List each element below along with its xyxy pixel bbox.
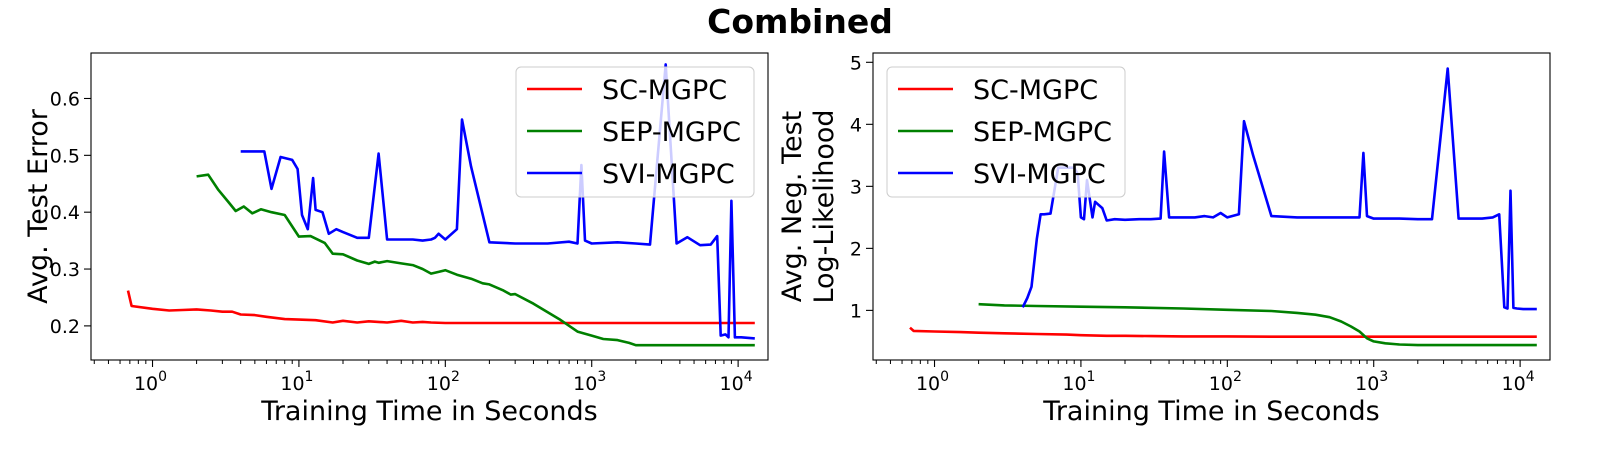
series-line-svi-mgpc — [240, 63, 755, 340]
x-tick-label: 103 — [1355, 369, 1388, 395]
test-error-chart: 100 101 102 103 104 0.2 0.3 0.4 0.5 0.6 Training T… — [23, 52, 769, 427]
x-tick-label: 101 — [1062, 369, 1095, 395]
legend-box — [886, 66, 1126, 198]
legend-box — [515, 66, 755, 198]
x-tick-label: 100 — [134, 369, 167, 395]
x-tick-label: 103 — [573, 369, 606, 395]
series-line-sep-mgpc — [978, 302, 1537, 347]
y-tick-label: 1 — [850, 300, 862, 322]
x-tick-label: 101 — [280, 369, 313, 395]
plot-frame — [872, 52, 1551, 361]
x-tick-label: 104 — [1502, 369, 1535, 395]
x-tick-label: 102 — [1209, 369, 1242, 395]
legend-label-sep-mgpc: SEP-MGPC — [973, 117, 1112, 148]
x-axis-label: Training Time in Seconds — [260, 396, 597, 427]
legend: SC-MGPC SEP-MGPC SVI-MGPC — [886, 66, 1126, 198]
legend-label-svi-mgpc: SVI-MGPC — [602, 159, 735, 190]
y-tick-label: 0.6 — [50, 88, 80, 110]
y-tick-label: 0.2 — [50, 316, 80, 338]
legend-label-sc-mgpc: SC-MGPC — [973, 75, 1098, 106]
y-axis-label: Avg. Test Error — [23, 108, 54, 304]
y-axis-label: Avg. Neg. TestLog-Likelihood — [777, 109, 840, 303]
y-tick-label: 2 — [850, 238, 862, 260]
legend-label-sc-mgpc: SC-MGPC — [602, 75, 727, 106]
y-tick-label: 0.3 — [50, 259, 80, 281]
x-tick-label: 100 — [916, 369, 949, 395]
series-line-sc-mgpc — [909, 326, 1537, 339]
x-tick-label: 104 — [720, 369, 753, 395]
legend-label-svi-mgpc: SVI-MGPC — [973, 159, 1106, 190]
y-tick-label: 4 — [850, 114, 862, 136]
y-tick-label: 0.5 — [50, 145, 80, 167]
series-line-sc-mgpc — [126, 290, 755, 325]
neg-log-likelihood-chart: 100 101 102 103 104 1 2 3 4 5 Training Time in Sec… — [777, 52, 1551, 427]
legend: SC-MGPC SEP-MGPC SVI-MGPC — [515, 66, 755, 198]
figure-title: Combined — [707, 2, 893, 41]
y-tick-label: 3 — [850, 176, 862, 198]
y-tick-label: 0.4 — [50, 202, 80, 224]
plot-frame — [90, 52, 769, 361]
x-tick-label: 102 — [427, 369, 460, 395]
legend-label-sep-mgpc: SEP-MGPC — [602, 117, 741, 148]
y-tick-label: 5 — [850, 52, 862, 74]
x-axis-label: Training Time in Seconds — [1042, 396, 1379, 427]
series-line-sep-mgpc — [196, 173, 755, 347]
